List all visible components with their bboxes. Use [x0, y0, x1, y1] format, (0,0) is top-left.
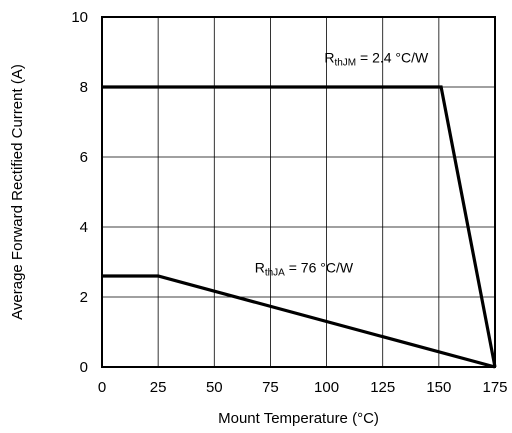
y-tick-label-0: 0 — [80, 359, 88, 376]
x-tick-label-7: 175 — [482, 379, 507, 396]
y-tick-label-5: 10 — [71, 9, 88, 26]
x-tick-label-6: 150 — [426, 379, 451, 396]
annotation-rthja-symbol: R — [255, 260, 265, 276]
x-axis-label: Mount Temperature (°C) — [218, 410, 379, 427]
y-tick-label-4: 8 — [80, 79, 88, 96]
x-tick-label-4: 100 — [314, 379, 339, 396]
series-line-2 — [102, 274, 496, 369]
series-lines — [102, 85, 497, 369]
annotation-rthja: RthJA = 76 °C/W — [255, 260, 354, 279]
y-tick-label-3: 6 — [80, 149, 88, 166]
annotation-rthja-value: = 76 °C/W — [285, 260, 354, 276]
y-axis-label: Average Forward Rectified Current (A) — [9, 64, 26, 320]
annotation-rthjm-subscript: thJM — [334, 58, 356, 69]
x-tick-label-2: 50 — [206, 379, 223, 396]
y-tick-label-2: 4 — [80, 219, 88, 236]
plot-frame — [101, 16, 496, 368]
series-line-1 — [102, 85, 497, 368]
y-tick-label-1: 2 — [80, 289, 88, 306]
x-tick-label-0: 0 — [98, 379, 106, 396]
x-tick-label-3: 75 — [262, 379, 279, 396]
x-tick-labels: 0 25 50 75 100 125 150 175 — [98, 379, 508, 396]
x-tick-label-1: 25 — [150, 379, 167, 396]
annotation-rthja-subscript: thJA — [265, 268, 285, 279]
annotation-rthjm-value: = 2.4 °C/W — [356, 50, 429, 66]
annotation-rthjm: RthJM = 2.4 °C/W — [324, 50, 429, 69]
annotation-rthjm-symbol: R — [324, 50, 334, 66]
x-tick-label-5: 125 — [370, 379, 395, 396]
y-tick-labels: 0 2 4 6 8 10 — [71, 9, 88, 376]
